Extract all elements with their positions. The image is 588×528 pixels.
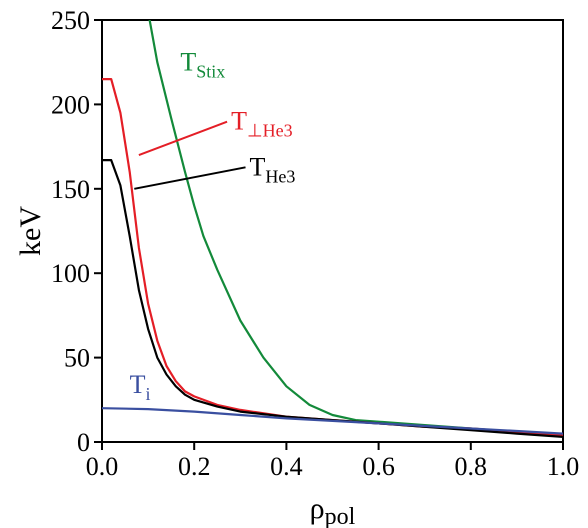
y-tick-label: 50 [64, 344, 90, 373]
series-label: T⊥He3 [231, 107, 293, 141]
y-axis-title: keV [14, 206, 47, 256]
x-tick-label: 0.0 [86, 452, 119, 481]
series-line-i [102, 407, 563, 435]
x-tick-label: 0.8 [455, 452, 488, 481]
x-axis-title: ρpol [310, 492, 356, 528]
chart-axes: 0.0 0.2 0.4 0.6 0.8 1.0 0 50 100 150 200 250 ρpol keV [14, 6, 579, 528]
chart-series [102, 20, 563, 438]
series-label-pointer [138, 120, 228, 156]
y-tick-label: 250 [51, 6, 90, 35]
y-tick-label: 0 [77, 428, 90, 457]
x-tick-label: 0.2 [178, 452, 211, 481]
series-label: TStix [180, 48, 225, 82]
x-tick-label: 1.0 [547, 452, 580, 481]
series-label-pointer [134, 166, 246, 190]
y-tick-label: 200 [51, 90, 90, 119]
plot-frame [101, 19, 564, 443]
x-tick-label: 0.4 [270, 452, 303, 481]
x-tick-label: 0.6 [362, 452, 395, 481]
y-tick-label: 150 [51, 175, 90, 204]
series-label: Ti [130, 370, 151, 404]
y-tick-label: 100 [51, 259, 90, 288]
series-label: THe3 [250, 152, 296, 186]
series-line-he3 [102, 159, 563, 438]
